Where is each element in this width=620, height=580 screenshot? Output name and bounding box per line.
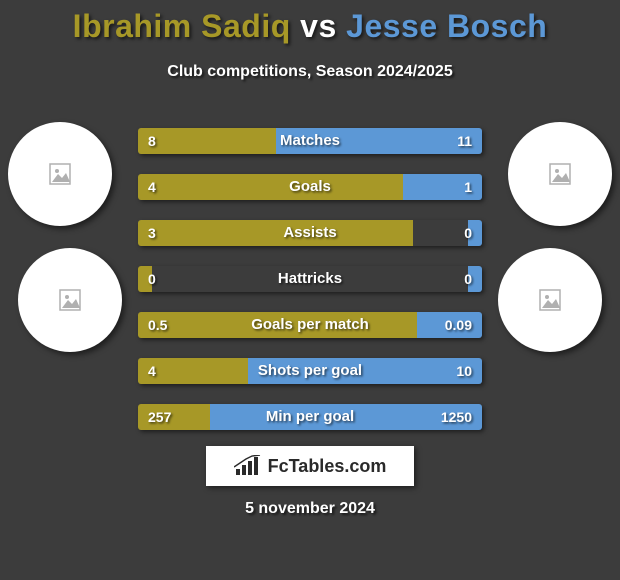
page-title: Ibrahim Sadiq vs Jesse Bosch	[0, 0, 620, 45]
stat-value-right: 10	[456, 358, 472, 384]
avatar-player2	[508, 122, 612, 226]
avatar-club1	[18, 248, 122, 352]
stat-value-left: 3	[148, 220, 156, 246]
stat-bar-left	[138, 128, 276, 154]
stat-value-right: 1	[464, 174, 472, 200]
stat-row: 0.50.09Goals per match	[138, 312, 482, 338]
stat-row: 0 0Hattricks	[138, 266, 482, 292]
subtitle: Club competitions, Season 2024/2025	[0, 63, 620, 81]
stat-value-left: 4	[148, 174, 156, 200]
stat-row: 811Matches	[138, 128, 482, 154]
stat-bar-left	[138, 312, 417, 338]
stat-row: 2571250Min per goal	[138, 404, 482, 430]
stat-bar-left	[138, 220, 413, 246]
stat-value-right: 0.09	[445, 312, 472, 338]
stat-value-right: 11	[457, 128, 472, 154]
stat-value-left: 0	[148, 266, 156, 292]
stat-row: 41Goals	[138, 174, 482, 200]
avatar-player1	[8, 122, 112, 226]
image-placeholder-icon	[548, 162, 572, 186]
stat-bar-right	[276, 128, 482, 154]
stat-value-right: 0	[464, 220, 472, 246]
stat-label: Hattricks	[138, 266, 482, 292]
title-vs: vs	[300, 8, 337, 44]
stat-row: 30Assists	[138, 220, 482, 246]
stat-value-left: 0.5	[148, 312, 167, 338]
brand-text: FcTables.com	[268, 456, 387, 477]
chart-icon	[234, 455, 262, 477]
image-placeholder-icon	[48, 162, 72, 186]
stat-bar-left	[138, 174, 403, 200]
stat-value-right: 1250	[441, 404, 472, 430]
brand-logo: FcTables.com	[206, 446, 414, 486]
stat-bar-right	[248, 358, 482, 384]
image-placeholder-icon	[538, 288, 562, 312]
image-placeholder-icon	[58, 288, 82, 312]
stat-row: 410Shots per goal	[138, 358, 482, 384]
stat-value-right: 0	[464, 266, 472, 292]
title-player1: Ibrahim Sadiq	[73, 8, 291, 44]
generation-date: 5 november 2024	[0, 500, 620, 518]
stat-value-left: 257	[148, 404, 171, 430]
stat-value-left: 8	[148, 128, 156, 154]
title-player2: Jesse Bosch	[346, 8, 547, 44]
avatar-club2	[498, 248, 602, 352]
comparison-bars: 811Matches41Goals30Assists00Hattricks0.5…	[138, 128, 482, 450]
stat-value-left: 4	[148, 358, 156, 384]
